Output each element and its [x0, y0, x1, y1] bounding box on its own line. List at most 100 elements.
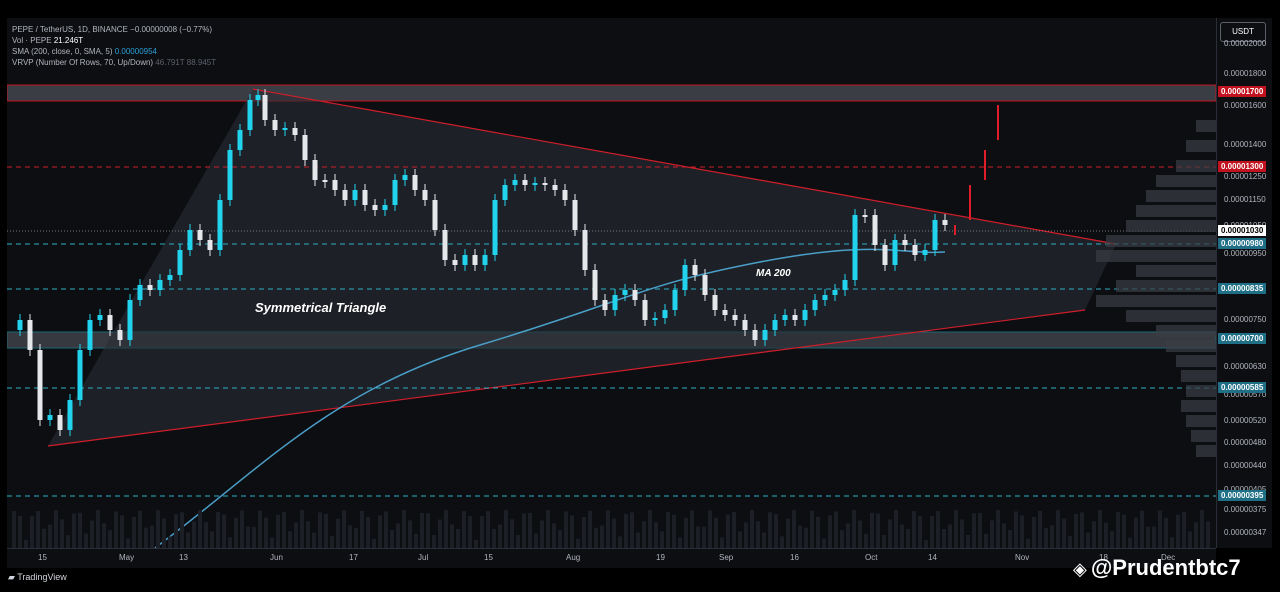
volume-bar [804, 527, 808, 548]
candle-body [472, 255, 478, 265]
volume-bar [624, 514, 628, 548]
volume-bar [708, 510, 712, 548]
candle-body [17, 320, 23, 330]
candle-body [422, 190, 428, 200]
volume-bar [1134, 517, 1138, 548]
volume-bar [810, 510, 814, 548]
vrvp-values: 46.791T 88.945T [155, 58, 217, 67]
candle-body [712, 295, 718, 310]
volume-bar [390, 530, 394, 548]
price-level-label: 0.00001700 [1218, 86, 1267, 97]
candle-body [187, 230, 193, 250]
candle-body [47, 415, 53, 420]
candle-body [332, 180, 338, 190]
volume-bar [180, 512, 184, 548]
candle-body [392, 180, 398, 205]
candle-body [532, 183, 538, 185]
volume-bar [312, 532, 316, 548]
projection-bar [954, 225, 956, 235]
price-level-label: 0.00000835 [1218, 283, 1267, 294]
volume-bar [216, 511, 220, 548]
candle-body [352, 190, 358, 200]
volume-bar [738, 531, 742, 548]
volume-bar [768, 512, 772, 548]
volume-bar [150, 525, 154, 548]
candle-body [117, 330, 123, 340]
volume-bar [552, 523, 556, 548]
volume-bar [678, 537, 682, 548]
time-tick: Sep [719, 553, 734, 562]
price-level-label: 0.00000980 [1218, 238, 1267, 249]
volume-bar [546, 510, 550, 548]
volume-bar [714, 517, 718, 548]
time-axis[interactable] [7, 548, 1216, 569]
candle-body [127, 300, 133, 340]
volume-bar [1164, 517, 1168, 548]
volume-bar [84, 533, 88, 548]
volume-bar [780, 536, 784, 548]
ma-annotation: MA 200 [756, 268, 791, 279]
candle-body [157, 280, 163, 290]
volume-bar [636, 532, 640, 548]
volume-bar [492, 528, 496, 548]
candle-body [522, 180, 528, 185]
tradingview-logo[interactable]: ▰ TradingView [8, 572, 67, 583]
price-chart[interactable] [7, 18, 1216, 548]
chart-pane[interactable] [7, 18, 1216, 548]
volume-profile-row [1196, 120, 1216, 132]
volume-bar [246, 526, 250, 548]
price-tick: 0.00002000 [1224, 39, 1267, 48]
price-level-label: 0.00001300 [1218, 161, 1267, 172]
volume-label: Vol · PEPE [12, 36, 52, 45]
watermark-text: @Prudentbtc7 [1090, 555, 1241, 580]
legend-sma-row[interactable]: SMA (200, close, 0, SMA, 5) 0.00000954 [12, 46, 216, 57]
volume-bar [510, 519, 514, 548]
volume-bar [342, 510, 346, 548]
volume-bar [138, 510, 142, 548]
volume-bar [612, 518, 616, 548]
currency-button[interactable]: USDT [1220, 22, 1266, 42]
candle-body [632, 290, 638, 300]
volume-bar [132, 516, 136, 548]
legend-symbol-row[interactable]: PEPE / TetherUS, 1D, BINANCE −0.00000008… [12, 24, 216, 35]
volume-bar [306, 521, 310, 548]
candle-body [77, 350, 83, 400]
volume-profile-row [1196, 445, 1216, 457]
volume-bar [1206, 521, 1210, 548]
volume-bar [996, 510, 1000, 548]
volume-bar [564, 511, 568, 548]
volume-bar [984, 533, 988, 548]
volume-bar [666, 511, 670, 548]
volume-bar [378, 515, 382, 548]
candle-body [572, 200, 578, 230]
volume-bar [324, 513, 328, 548]
volume-bar [264, 517, 268, 548]
volume-bar [504, 510, 508, 548]
volume-bar [600, 525, 604, 548]
volume-profile-row [1186, 385, 1216, 397]
candle-body [282, 128, 288, 130]
candle-body [922, 250, 928, 255]
candle-body [822, 295, 828, 300]
footer-bar [0, 568, 1280, 592]
volume-bar [108, 530, 112, 548]
volume-bar [1026, 538, 1030, 548]
volume-bar [906, 528, 910, 548]
price-tick: 0.00000480 [1224, 438, 1267, 447]
legend-vrvp-row[interactable]: VRVP (Number Of Rows, 70, Up/Down) 46.79… [12, 57, 216, 68]
volume-bar [954, 510, 958, 548]
candle-body [237, 130, 243, 150]
sma-value: 0.00000954 [114, 47, 157, 56]
volume-bar [846, 523, 850, 548]
volume-bar [1098, 510, 1102, 548]
candle-body [772, 320, 778, 330]
candle-body [662, 310, 668, 318]
legend-volume-row[interactable]: Vol · PEPE 21.246T [12, 35, 216, 46]
volume-bar [786, 518, 790, 548]
resistance-zone [7, 84, 1216, 102]
volume-bar [450, 524, 454, 548]
volume-bar [1188, 531, 1192, 548]
volume-bar [1080, 512, 1084, 548]
time-tick: Dec [1161, 553, 1176, 562]
